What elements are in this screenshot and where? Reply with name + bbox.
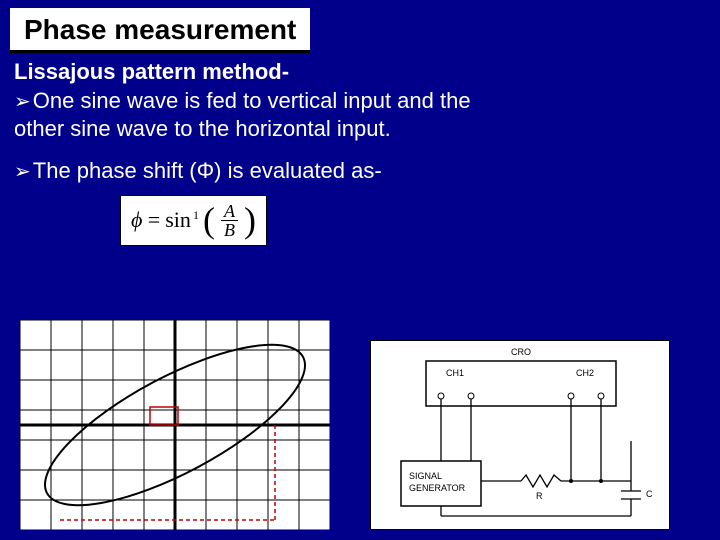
eq-lhs: ϕ	[131, 207, 142, 233]
eq-equals: =	[146, 207, 161, 233]
eq-denominator: B	[221, 221, 238, 239]
label-c: C	[646, 489, 653, 499]
label-r: R	[536, 491, 543, 501]
label-ch1: CH1	[446, 368, 464, 378]
paren-close-icon: )	[244, 206, 256, 235]
label-cro: CRO	[511, 347, 531, 357]
bullet-arrow-icon: ➢	[14, 161, 31, 183]
eq-sup: 1	[193, 208, 199, 222]
subtitle: Lissajous pattern method-	[14, 59, 720, 85]
eq-fraction: A B	[221, 202, 238, 239]
figures-row: CRO CH1 CH2 SIGNAL GENERATOR	[20, 320, 700, 530]
circuit-figure: CRO CH1 CH2 SIGNAL GENERATOR	[370, 340, 670, 530]
bullet-1: ➢One sine wave is fed to vertical input …	[14, 87, 706, 143]
label-siggen-1: SIGNAL	[409, 471, 442, 481]
eq-fn: sin	[165, 207, 191, 232]
bullet-2: ➢The phase shift (Φ) is evaluated as-	[14, 157, 706, 185]
bullet-2-text: The phase shift (Φ) is evaluated as-	[33, 158, 382, 183]
title-bar: Phase measurement	[10, 8, 310, 53]
label-ch2: CH2	[576, 368, 594, 378]
equation-box: ϕ = sin1 ( A B )	[120, 195, 267, 246]
bullet-1-line-1: One sine wave is fed to vertical input a…	[33, 88, 471, 113]
paren-open-icon: (	[203, 206, 215, 235]
bullet-1-line-2: other sine wave to the horizontal input.	[14, 115, 706, 143]
label-siggen-2: GENERATOR	[409, 483, 466, 493]
eq-numerator: A	[221, 202, 238, 221]
bullet-arrow-icon: ➢	[14, 91, 31, 113]
lissajous-figure	[20, 320, 330, 530]
page-title: Phase measurement	[24, 14, 296, 45]
